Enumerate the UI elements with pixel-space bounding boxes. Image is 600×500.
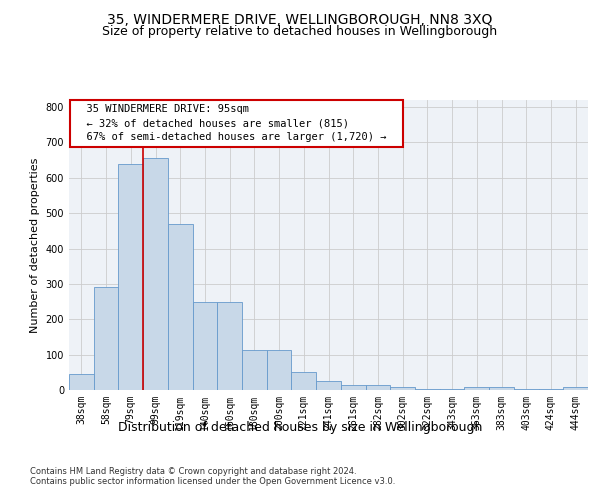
Text: Contains HM Land Registry data © Crown copyright and database right 2024.: Contains HM Land Registry data © Crown c… xyxy=(30,468,356,476)
Bar xyxy=(390,387,415,390)
Bar xyxy=(440,389,464,390)
Bar xyxy=(365,384,390,390)
Bar xyxy=(143,158,168,390)
Bar xyxy=(168,224,193,390)
Bar xyxy=(563,387,588,390)
Bar xyxy=(242,350,267,390)
Text: Contains public sector information licensed under the Open Government Licence v3: Contains public sector information licen… xyxy=(30,478,395,486)
Bar xyxy=(489,387,514,390)
Bar xyxy=(514,389,539,390)
Bar xyxy=(267,350,292,390)
Bar xyxy=(316,381,341,390)
Bar xyxy=(292,372,316,390)
Bar xyxy=(539,389,563,390)
Text: Distribution of detached houses by size in Wellingborough: Distribution of detached houses by size … xyxy=(118,421,482,434)
Bar xyxy=(69,374,94,390)
Bar xyxy=(118,164,143,390)
Text: Size of property relative to detached houses in Wellingborough: Size of property relative to detached ho… xyxy=(103,25,497,38)
Bar xyxy=(217,302,242,390)
Bar xyxy=(193,302,217,390)
Y-axis label: Number of detached properties: Number of detached properties xyxy=(30,158,40,332)
Text: 35 WINDERMERE DRIVE: 95sqm  
  ← 32% of detached houses are smaller (815)  
  67: 35 WINDERMERE DRIVE: 95sqm ← 32% of deta… xyxy=(74,104,399,142)
Bar xyxy=(415,389,440,390)
Bar xyxy=(341,384,365,390)
Text: 35, WINDERMERE DRIVE, WELLINGBOROUGH, NN8 3XQ: 35, WINDERMERE DRIVE, WELLINGBOROUGH, NN… xyxy=(107,12,493,26)
Bar xyxy=(94,288,118,390)
Bar xyxy=(464,387,489,390)
